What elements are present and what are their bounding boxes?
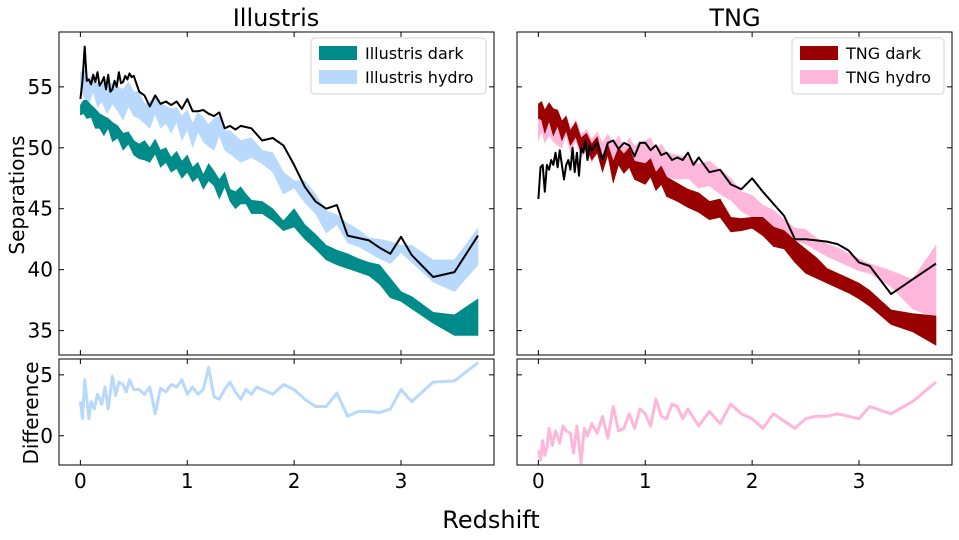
plot-area — [78, 361, 479, 421]
y-tick-label: 55 — [28, 75, 53, 99]
y-tick-label: 40 — [28, 258, 53, 282]
legend-label: TNG hydro — [845, 68, 931, 87]
legend-label: Illustris hydro — [365, 68, 474, 87]
chart-panel-left-bottom: 0 1 2 3 0 5 — [40, 358, 495, 493]
band-tng-dark — [538, 101, 937, 346]
y-tick-label: 5 — [40, 363, 53, 387]
y-tick-label: 45 — [28, 197, 53, 221]
axes-frame — [516, 31, 953, 356]
plot-area — [536, 380, 937, 465]
x-tick-label: 2 — [746, 469, 759, 493]
x-axis-label-redshift: Redshift — [442, 506, 539, 534]
y-tick-label: 35 — [28, 319, 53, 343]
legend: Illustris dark Illustris hydro — [310, 37, 487, 95]
legend-swatch — [800, 46, 838, 60]
y-axis-label-separations: Separations — [5, 135, 29, 254]
axes-frame — [58, 358, 495, 466]
legend-label: TNG dark — [845, 44, 922, 63]
x-tick-label: 1 — [181, 469, 194, 493]
y-tick-label: 50 — [28, 136, 53, 160]
y-axis-label-difference: Difference — [19, 361, 43, 464]
reference-line — [79, 45, 479, 278]
band-illustris-hydro — [80, 69, 479, 292]
panel-title-tng: TNG — [708, 4, 760, 32]
plot-area — [79, 45, 479, 336]
band-illustris-dark — [80, 100, 479, 336]
x-tick-label: 3 — [395, 469, 408, 493]
axes-frame — [58, 31, 495, 356]
legend-swatch — [319, 46, 357, 60]
x-tick-label: 0 — [532, 469, 545, 493]
panel-title-illustris: Illustris — [233, 4, 320, 32]
legend-label: Illustris dark — [365, 44, 464, 63]
difference-line — [78, 361, 479, 421]
x-tick-label: 2 — [288, 469, 301, 493]
reference-line — [537, 139, 937, 296]
chart-panel-right-bottom: 0 1 2 3 — [516, 358, 953, 493]
chart-panel-right-top: TNG dark TNG hydro — [516, 31, 953, 356]
x-tick-label: 0 — [74, 469, 87, 493]
difference-line — [536, 380, 937, 465]
x-tick-label: 3 — [853, 469, 866, 493]
chart-panel-left-top: 35 40 45 50 55 Illustris dark Illustris hydro — [28, 31, 495, 356]
y-tick-label: 0 — [40, 424, 53, 448]
x-tick-label: 1 — [639, 469, 652, 493]
plot-area — [537, 101, 937, 346]
legend-swatch — [319, 70, 357, 84]
legend: TNG dark TNG hydro — [791, 37, 945, 95]
legend-swatch — [800, 70, 838, 84]
axes-frame — [516, 358, 953, 466]
